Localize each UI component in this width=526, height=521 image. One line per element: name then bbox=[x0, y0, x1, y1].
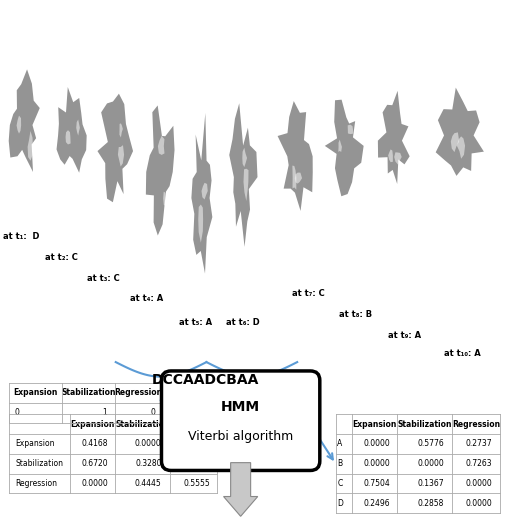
FancyBboxPatch shape bbox=[161, 371, 320, 470]
Polygon shape bbox=[348, 125, 353, 134]
Text: 0.7263: 0.7263 bbox=[466, 459, 492, 468]
Polygon shape bbox=[292, 166, 296, 190]
Text: 0.0000: 0.0000 bbox=[466, 499, 492, 508]
Polygon shape bbox=[338, 140, 342, 152]
Text: 0.0000: 0.0000 bbox=[81, 479, 108, 488]
Text: B: B bbox=[337, 459, 342, 468]
Polygon shape bbox=[295, 172, 302, 183]
Polygon shape bbox=[119, 123, 123, 138]
Text: Regression: Regression bbox=[16, 479, 57, 488]
FancyArrow shape bbox=[224, 463, 258, 516]
Polygon shape bbox=[146, 105, 175, 235]
Polygon shape bbox=[66, 130, 70, 144]
Text: at t₅: A: at t₅: A bbox=[179, 318, 212, 327]
Polygon shape bbox=[242, 148, 247, 167]
Text: Viterbi algorithm: Viterbi algorithm bbox=[188, 430, 294, 443]
Polygon shape bbox=[457, 137, 465, 159]
Text: 0.3280: 0.3280 bbox=[135, 459, 161, 468]
Text: 0.0000: 0.0000 bbox=[417, 459, 444, 468]
Text: at t₃: C: at t₃: C bbox=[87, 274, 119, 282]
Text: HMM: HMM bbox=[221, 400, 260, 414]
Polygon shape bbox=[163, 192, 166, 206]
Text: 0.2737: 0.2737 bbox=[466, 439, 492, 449]
Text: A: A bbox=[337, 439, 342, 449]
Text: Stabilization: Stabilization bbox=[115, 419, 169, 429]
Text: 0.0000: 0.0000 bbox=[466, 479, 492, 488]
Text: 0.5776: 0.5776 bbox=[417, 439, 444, 449]
Text: 0.0000: 0.0000 bbox=[184, 459, 210, 468]
Polygon shape bbox=[28, 131, 33, 160]
Text: 0.7504: 0.7504 bbox=[363, 479, 390, 488]
Polygon shape bbox=[201, 183, 208, 200]
Text: at t₁₀: A: at t₁₀: A bbox=[444, 349, 481, 358]
Text: Regression: Regression bbox=[452, 419, 500, 429]
Text: Stabilization: Stabilization bbox=[398, 419, 452, 429]
Text: Expansion: Expansion bbox=[70, 419, 115, 429]
Text: 0.5555: 0.5555 bbox=[184, 479, 210, 488]
Polygon shape bbox=[388, 150, 393, 162]
Polygon shape bbox=[56, 87, 87, 173]
Polygon shape bbox=[198, 204, 203, 243]
Polygon shape bbox=[158, 136, 165, 155]
Polygon shape bbox=[118, 145, 124, 167]
Polygon shape bbox=[17, 116, 21, 133]
Text: at t₆: D: at t₆: D bbox=[226, 318, 260, 327]
Text: 0.5832: 0.5832 bbox=[184, 439, 210, 449]
Text: at t₇: C: at t₇: C bbox=[292, 289, 325, 298]
Text: Expansion: Expansion bbox=[352, 419, 397, 429]
Text: Stabilization: Stabilization bbox=[16, 459, 64, 468]
Text: 0.2496: 0.2496 bbox=[364, 499, 390, 508]
Text: at t₁:  D: at t₁: D bbox=[3, 232, 39, 241]
Text: 0.4168: 0.4168 bbox=[82, 439, 108, 449]
Text: 0.6720: 0.6720 bbox=[82, 459, 108, 468]
Polygon shape bbox=[244, 169, 248, 201]
Polygon shape bbox=[378, 91, 410, 184]
Text: at t₉: A: at t₉: A bbox=[388, 331, 421, 340]
Text: DCCAADCBAA: DCCAADCBAA bbox=[151, 373, 259, 387]
Text: at t₄: A: at t₄: A bbox=[130, 294, 164, 303]
Text: 0.2858: 0.2858 bbox=[418, 499, 444, 508]
Text: 0: 0 bbox=[15, 408, 19, 417]
Text: 0.0000: 0.0000 bbox=[363, 459, 390, 468]
Text: Expansion: Expansion bbox=[16, 439, 55, 449]
Text: D: D bbox=[337, 499, 343, 508]
Text: 0.1367: 0.1367 bbox=[418, 479, 444, 488]
Text: 0.0000: 0.0000 bbox=[363, 439, 390, 449]
Text: at t₈: B: at t₈: B bbox=[339, 310, 372, 319]
Text: 0: 0 bbox=[150, 408, 155, 417]
Polygon shape bbox=[325, 100, 363, 196]
Polygon shape bbox=[451, 132, 459, 152]
Polygon shape bbox=[97, 94, 133, 202]
Polygon shape bbox=[191, 113, 213, 274]
Polygon shape bbox=[229, 103, 258, 247]
Polygon shape bbox=[278, 101, 313, 211]
Text: 0.4445: 0.4445 bbox=[135, 479, 161, 488]
Text: 0.0000: 0.0000 bbox=[135, 439, 161, 449]
Text: C: C bbox=[337, 479, 342, 488]
Text: Regression: Regression bbox=[169, 419, 218, 429]
Polygon shape bbox=[436, 88, 484, 176]
Text: 1: 1 bbox=[102, 408, 107, 417]
Text: Regression: Regression bbox=[114, 388, 163, 398]
Polygon shape bbox=[9, 69, 40, 172]
Text: Expansion: Expansion bbox=[14, 388, 58, 398]
Polygon shape bbox=[76, 119, 80, 135]
Text: at t₂: C: at t₂: C bbox=[45, 253, 78, 262]
Polygon shape bbox=[394, 152, 402, 165]
Text: Stabilization: Stabilization bbox=[61, 388, 116, 398]
